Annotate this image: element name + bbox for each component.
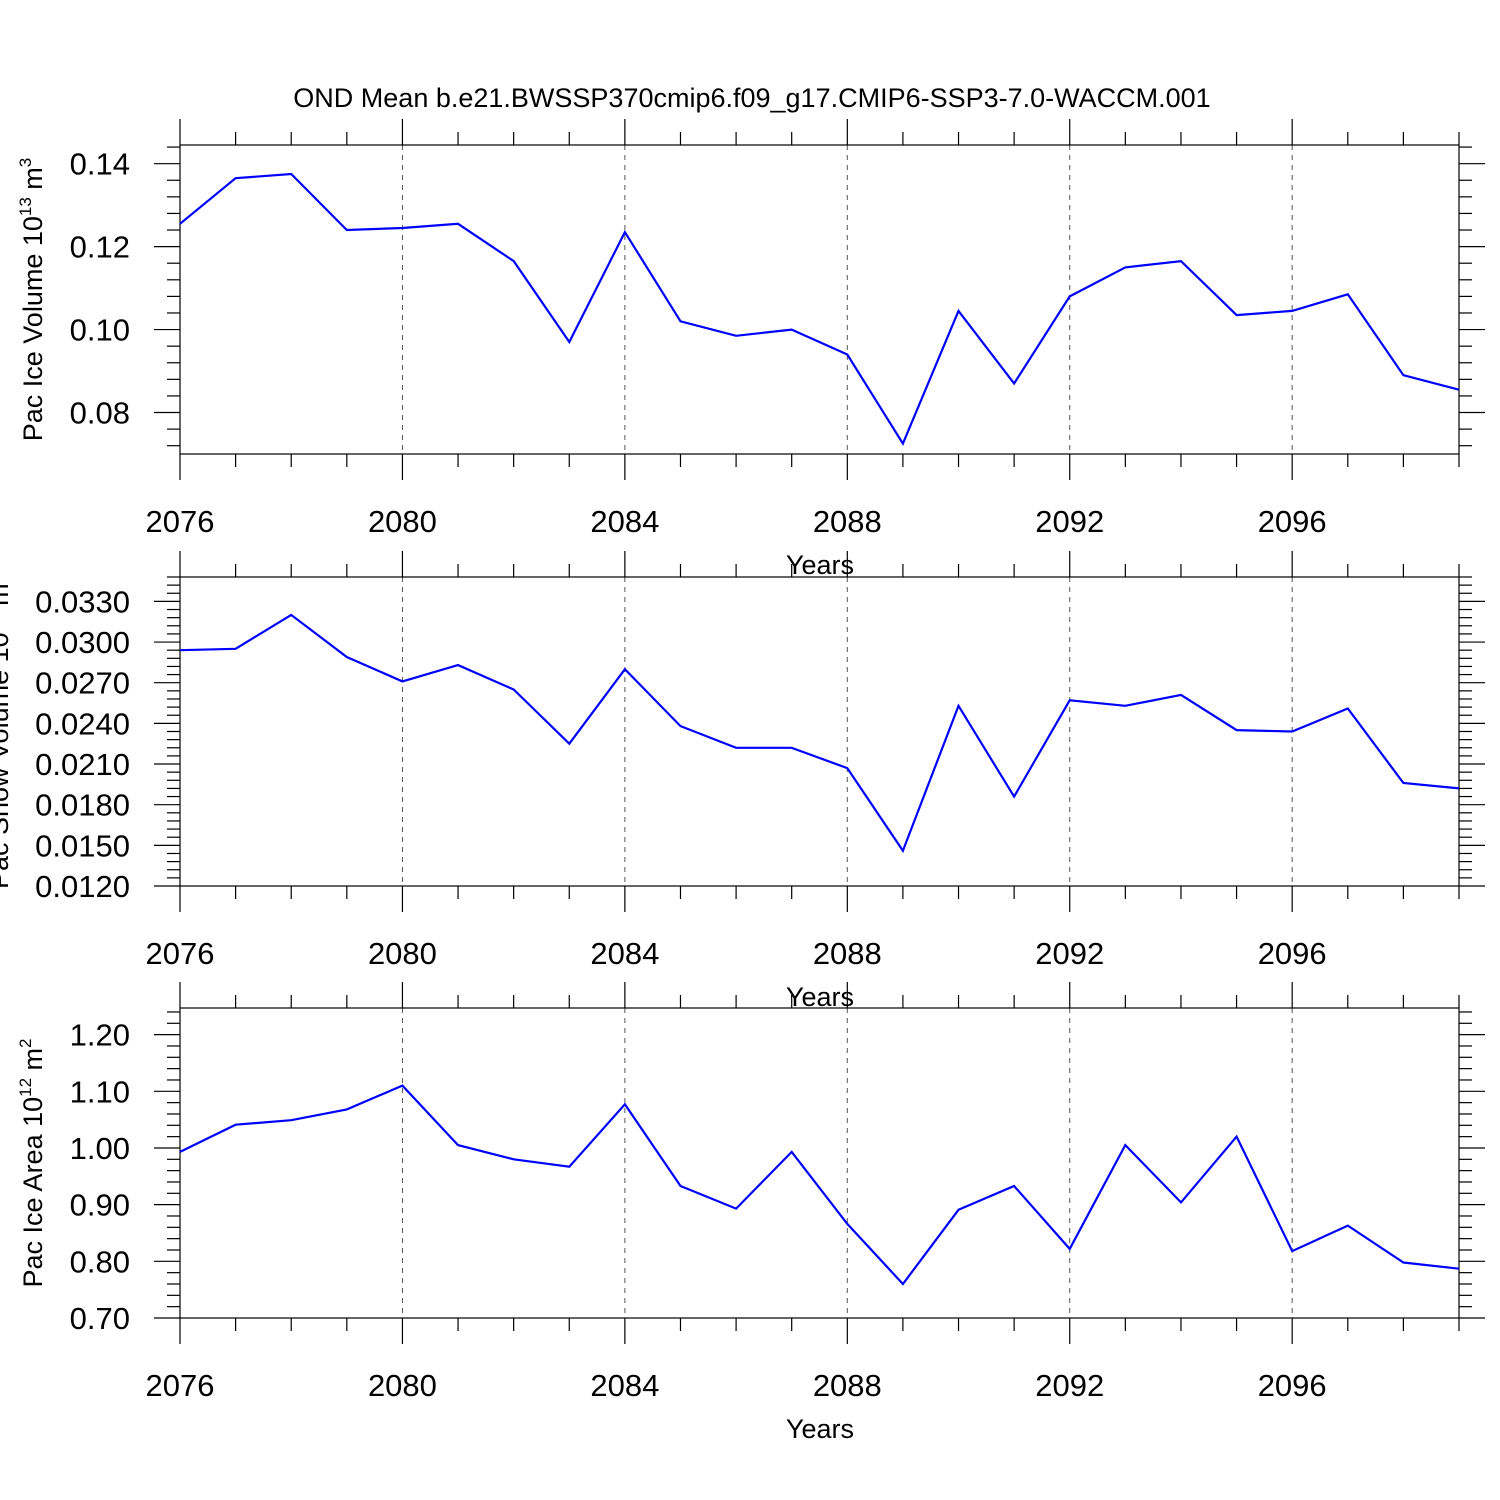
panel-2: 2076 2080 2084 2088 2092 2096 0.0120 0.0150 0.01… — [0, 551, 1485, 1012]
y-tick-label: 0.08 — [70, 396, 130, 431]
y-axis-title-main: Pac Ice Area 10 — [18, 1097, 48, 1288]
x-tick-label: 2080 — [368, 936, 437, 971]
series-line — [179, 1084, 1460, 1286]
y-tick-label: 0.0240 — [35, 706, 130, 741]
x-tick-label: 2076 — [146, 1368, 215, 1403]
panels: 2076 2080 2084 2088 2092 2096 0.08 0.10 0.12 0.14… — [0, 119, 1485, 1444]
y-tick-label: 0.70 — [70, 1301, 130, 1336]
y-axis-title-unit: m — [0, 583, 14, 613]
plot-frame — [179, 1007, 1460, 1319]
x-tick-label: 2092 — [1035, 936, 1104, 971]
y-tick-label: 1.10 — [70, 1074, 130, 1109]
plot-frame — [179, 144, 1460, 455]
y-tick-label: 0.0150 — [35, 828, 130, 863]
y-axis-title-exp: 13 — [0, 613, 1, 632]
y-tick-label: 0.0300 — [35, 625, 130, 660]
x-tick-label: 2088 — [813, 1368, 882, 1403]
x-tick-label: 2084 — [590, 504, 659, 539]
x-tick-label: 2096 — [1258, 1368, 1327, 1403]
y-tick-label: 0.0330 — [35, 584, 130, 619]
x-tick-label: 2076 — [146, 504, 215, 539]
series-line — [179, 613, 1460, 854]
y-axis-title-unit-exp: 3 — [16, 158, 35, 167]
y-axis-title-main: Pac Snow Volume 10 — [0, 632, 14, 889]
y-axis-title-exp: 12 — [16, 1078, 35, 1097]
y-tick-label: 1.00 — [70, 1131, 130, 1166]
y-tick-label: 0.14 — [70, 147, 130, 182]
y-tick-label: 1.20 — [70, 1018, 130, 1053]
y-axis-title-unit-exp: 2 — [16, 1038, 35, 1047]
y-axis-title-exp: 13 — [16, 197, 35, 216]
y-axis-title: Pac Ice Volume 1013 m3 — [16, 158, 48, 442]
x-tick-label: 2084 — [590, 936, 659, 971]
x-axis-title: Years — [786, 982, 854, 1012]
series-line — [179, 172, 1460, 446]
y-tick-label: 0.0180 — [35, 788, 130, 823]
y-tick-label: 0.90 — [70, 1188, 130, 1223]
x-tick-label: 2096 — [1258, 504, 1327, 539]
y-tick-label: 0.12 — [70, 230, 130, 265]
chart-title: OND Mean b.e21.BWSSP370cmip6.f09_g17.CMI… — [293, 83, 1210, 113]
x-axis-title: Years — [786, 550, 854, 580]
panel-1: 2076 2080 2084 2088 2092 2096 0.08 0.10 0.12 0.14… — [16, 119, 1485, 580]
x-tick-label: 2092 — [1035, 504, 1104, 539]
y-axis-title-unit-exp: 3 — [0, 574, 1, 583]
y-tick-label: 0.0210 — [35, 747, 130, 782]
panel-3: 2076 2080 2084 2088 2092 2096 0.70 0.80 0.90 1.00… — [16, 982, 1485, 1444]
x-tick-label: 2080 — [368, 504, 437, 539]
x-tick-label: 2088 — [813, 936, 882, 971]
y-tick-label: 0.0120 — [35, 869, 130, 904]
x-tick-label: 2080 — [368, 1368, 437, 1403]
y-tick-label: 0.80 — [70, 1244, 130, 1279]
y-axis-title: Pac Snow Volume 1013 m3 — [0, 574, 14, 889]
x-tick-label: 2088 — [813, 504, 882, 539]
y-tick-label: 0.0270 — [35, 666, 130, 701]
x-tick-label: 2096 — [1258, 936, 1327, 971]
x-axis-title: Years — [786, 1414, 854, 1444]
x-tick-label: 2084 — [590, 1368, 659, 1403]
x-tick-label: 2076 — [146, 936, 215, 971]
y-axis-title-main: Pac Ice Volume 10 — [18, 216, 48, 441]
x-tick-label: 2092 — [1035, 1368, 1104, 1403]
y-axis-title-unit: m — [18, 167, 48, 197]
y-axis-title-unit: m — [18, 1048, 48, 1078]
y-axis-title: Pac Ice Area 1012 m2 — [16, 1038, 48, 1287]
y-tick-label: 0.10 — [70, 313, 130, 348]
